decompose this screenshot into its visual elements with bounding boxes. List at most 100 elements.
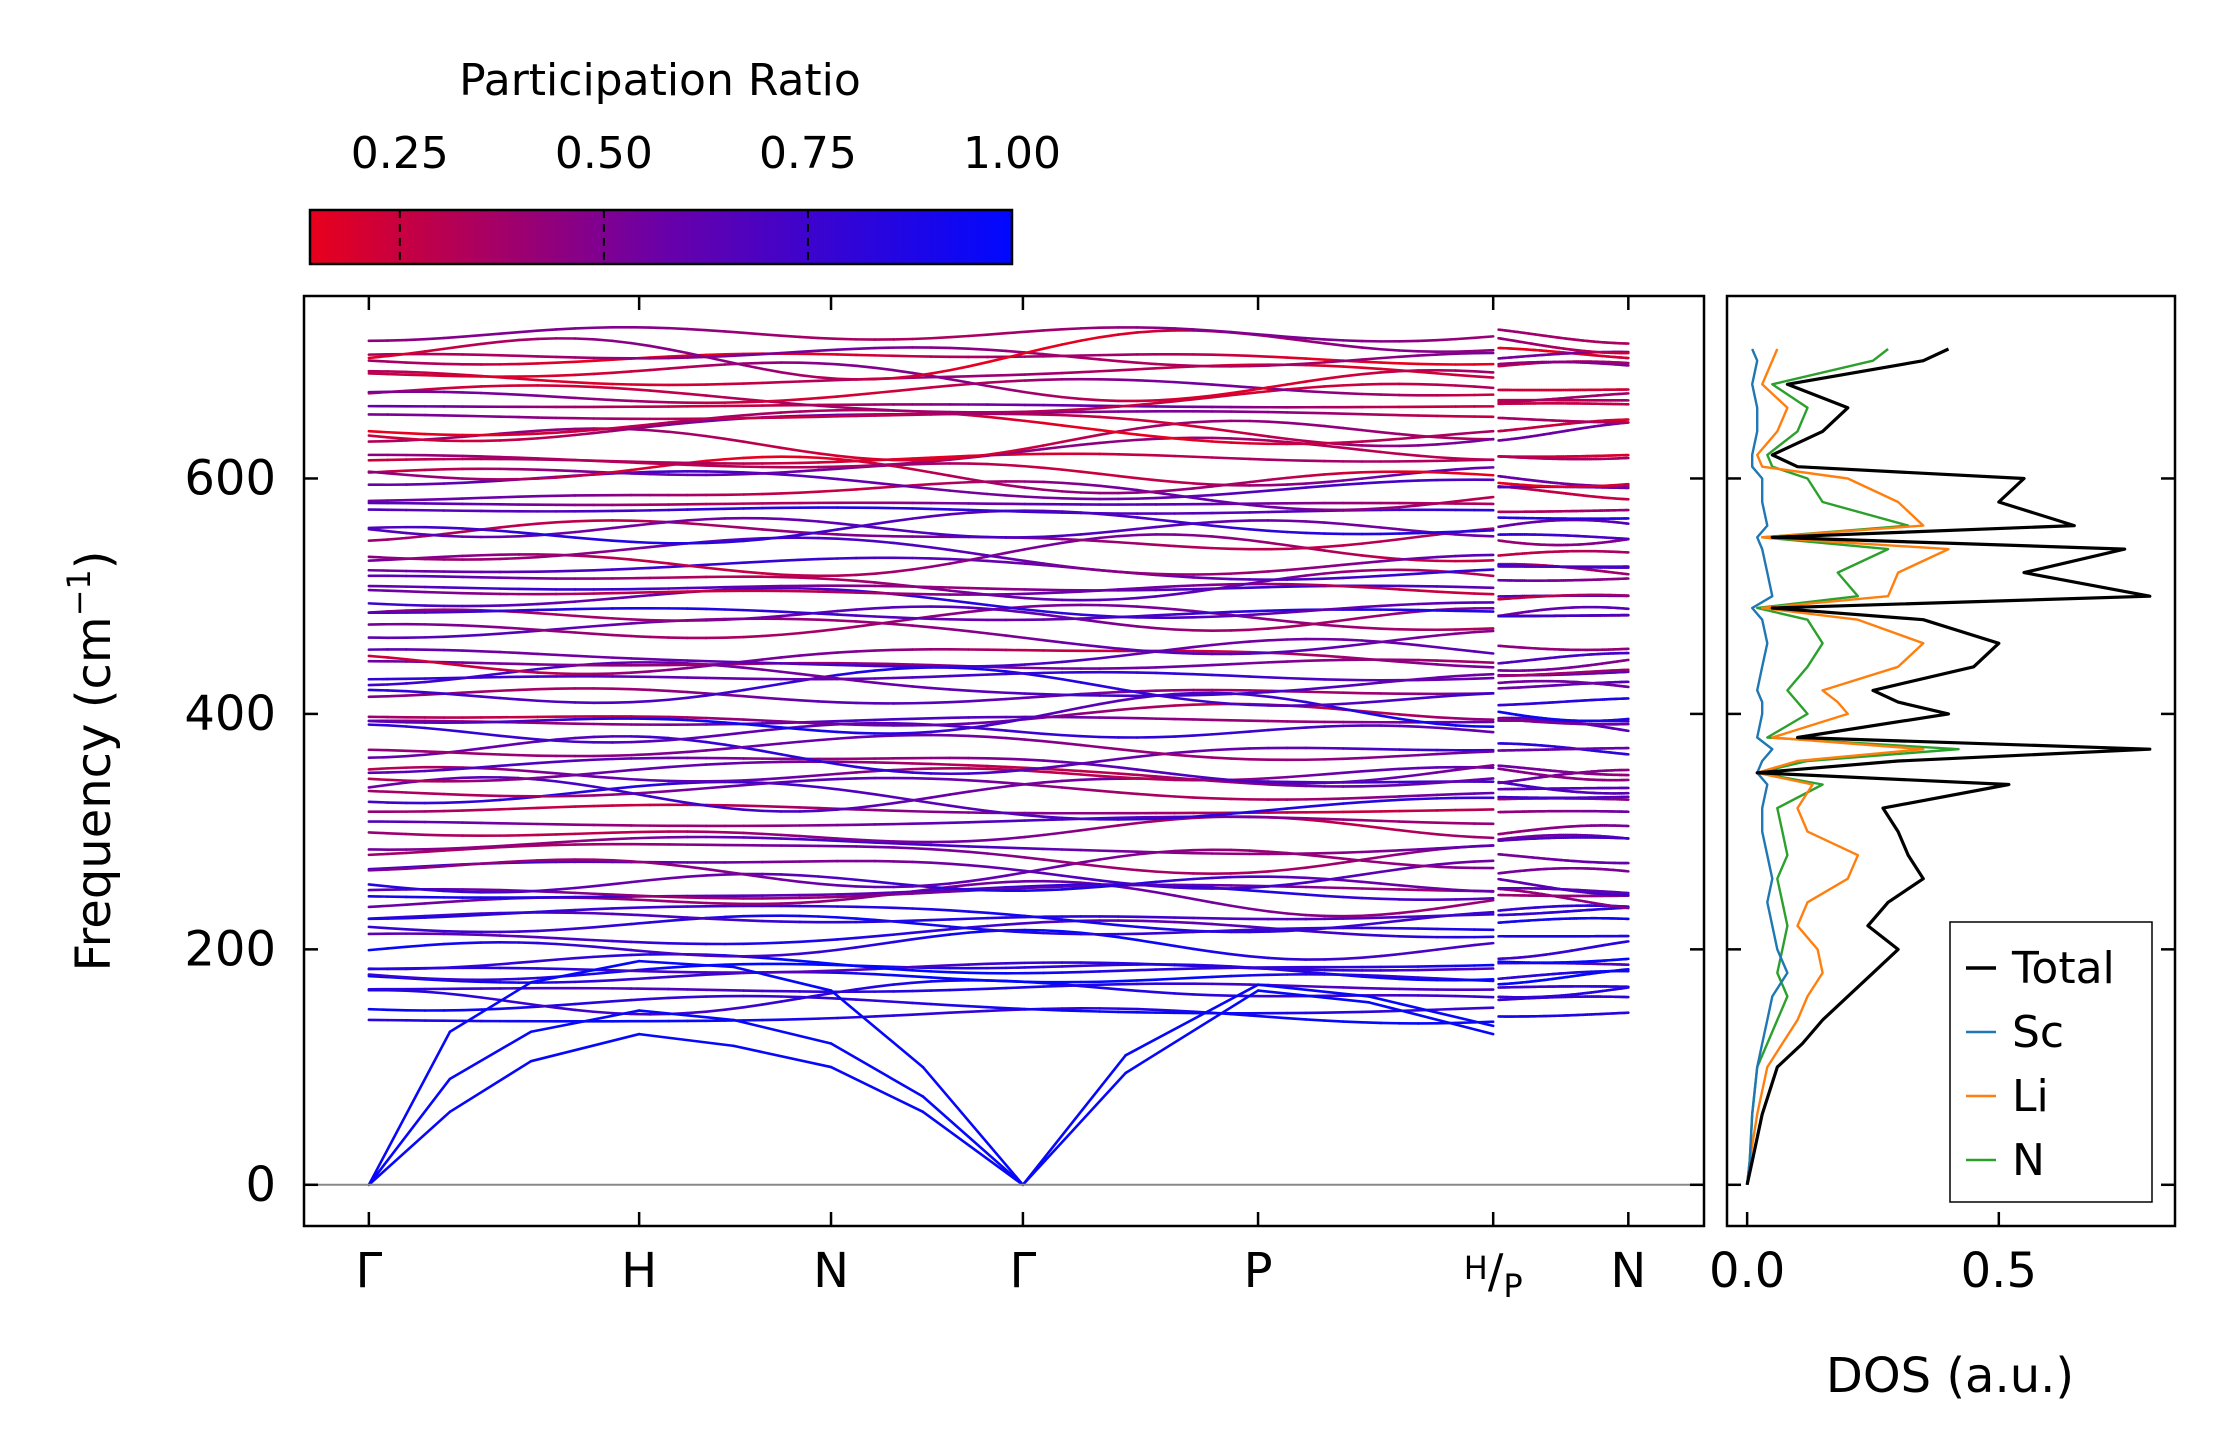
phonon-branch-segment xyxy=(1304,913,1326,918)
phonon-branch-segment xyxy=(1154,751,1176,757)
phonon-branch-segment xyxy=(985,780,1008,785)
phonon-branch-segment xyxy=(1210,797,1233,801)
phonon-branch-segment xyxy=(1435,861,1458,866)
phonon-branch-segment xyxy=(1173,930,1195,935)
phonon-branch-segment xyxy=(1060,874,1083,880)
phonon-branch-segment xyxy=(929,890,952,894)
phonon-branch-segment xyxy=(554,886,577,891)
phonon-branch-segment xyxy=(611,859,633,863)
phonon-branch-segment xyxy=(1004,768,1027,773)
phonon-branch-segment xyxy=(1023,914,1045,920)
phonon-branch-segment xyxy=(1210,974,1233,979)
phonon-branch-segment xyxy=(985,837,1008,842)
phonon-branch-segment xyxy=(573,772,596,777)
phonon-branch-segment xyxy=(686,735,708,740)
phonon-branch-segment xyxy=(667,918,689,923)
phonon-branch-segment xyxy=(1210,673,1233,678)
phonon-branch-segment xyxy=(1060,816,1083,821)
phonon-branch-segment xyxy=(742,873,764,879)
phonon-branch-segment xyxy=(442,846,464,851)
phonon-branch-segment xyxy=(536,833,558,837)
phonon-branch-segment xyxy=(1285,784,1308,788)
phonon-branch-segment xyxy=(1304,818,1326,823)
phonon-branch-segment xyxy=(498,807,521,811)
phonon-branch-segment xyxy=(517,753,539,757)
phonon-branch-segment xyxy=(967,820,989,824)
phonon-branch-segment xyxy=(985,767,1008,771)
phonon-branch-segment xyxy=(1060,848,1083,852)
phonon-branch-segment xyxy=(1248,728,1270,733)
phonon-branch-segment xyxy=(1229,730,1251,735)
phonon-branch-segment xyxy=(1379,783,1401,788)
phonon-branch-segment xyxy=(1117,791,1139,796)
phonon-branch-segment xyxy=(742,718,764,722)
phonon-branch-segment xyxy=(554,773,577,778)
phonon-branch-segment xyxy=(1098,969,1120,973)
phonon-branch-segment xyxy=(1379,775,1401,781)
phonon-branch-segment xyxy=(386,766,408,770)
phonon-branch-segment xyxy=(1135,817,1158,821)
phonon-branch-segment xyxy=(629,699,652,704)
phonon-branch-segment xyxy=(1154,777,1176,782)
phonon-branch-segment xyxy=(948,1010,970,1015)
phonon-branch-segment xyxy=(367,755,389,760)
phonon-branch-segment xyxy=(573,838,596,843)
phonon-branch-segment xyxy=(854,964,877,969)
phonon-branch-segment xyxy=(910,980,933,985)
phonon-branch-segment xyxy=(1248,690,1270,695)
phonon-branch-segment xyxy=(1341,707,1364,714)
phonon-branch-segment xyxy=(1117,747,1139,753)
phonon-branch-segment xyxy=(536,699,558,704)
phonon-branch-segment xyxy=(1135,925,1158,930)
phonon-branch-segment xyxy=(1360,795,1383,800)
phonon-branch-segment xyxy=(1341,683,1364,688)
phonon-branch-segment xyxy=(873,801,895,808)
phonon-branch-segment xyxy=(479,695,502,700)
phonon-branch-segment xyxy=(1079,1009,1101,1013)
phonon-branch-segment xyxy=(498,719,521,724)
phonon-branch-segment xyxy=(1117,885,1139,891)
phonon-branch-segment xyxy=(1117,979,1139,983)
phonon-branch-segment xyxy=(723,693,745,698)
phonon-branch-segment xyxy=(1285,688,1308,693)
phonon-branch-segment xyxy=(723,688,745,695)
phonon-branch-segment xyxy=(1454,994,1476,998)
phonon-branch-segment xyxy=(1248,973,1270,977)
phonon-branch-segment xyxy=(1323,851,1345,855)
phonon-branch-segment xyxy=(1173,920,1195,925)
phonon-branch-segment xyxy=(1154,665,1176,669)
phonon-branch-segment xyxy=(1285,659,1308,663)
phonon-branch-segment xyxy=(498,961,521,966)
phonon-branch-segment xyxy=(629,976,652,981)
phonon-branch-segment xyxy=(536,843,558,847)
phonon-branch-segment xyxy=(967,877,989,883)
phonon-branch-segment xyxy=(423,768,446,773)
phonon-branch-segment xyxy=(948,778,970,782)
phonon-branch-segment xyxy=(892,809,914,813)
phonon-branch-segment xyxy=(873,839,895,843)
phonon-branch-segment xyxy=(1435,865,1458,869)
phonon-branch-segment xyxy=(405,866,427,871)
phonon-branch-segment xyxy=(910,796,933,802)
phonon-branch-segment xyxy=(405,680,427,685)
phonon-branch-segment xyxy=(779,833,802,838)
phonon-branch-segment xyxy=(1135,753,1158,759)
phonon-branch-segment xyxy=(405,916,427,920)
phonon-branch-segment xyxy=(985,1005,1008,1010)
phonon-branch-segment xyxy=(1154,870,1176,875)
phonon-branch-segment xyxy=(517,806,539,810)
phonon-branch-segment xyxy=(1379,849,1401,853)
phonon-branch-segment xyxy=(761,956,783,961)
phonon-branch-segment xyxy=(442,941,464,946)
phonon-branch-segment xyxy=(817,777,839,782)
phonon-branch-segment xyxy=(967,1004,989,1009)
phonon-branch-segment xyxy=(1192,733,1214,737)
phonon-branch-segment xyxy=(1210,700,1233,706)
phonon-branch-segment xyxy=(854,878,877,883)
phonon-branch-segment xyxy=(892,931,914,936)
phonon-branch-segment xyxy=(592,831,614,835)
colorbar-tick-label: 1.00 xyxy=(963,128,1061,179)
phonon-branch-segment xyxy=(1229,778,1251,783)
phonon-branch-segment xyxy=(1042,692,1064,697)
phonon-branch-segment xyxy=(1398,660,1420,665)
